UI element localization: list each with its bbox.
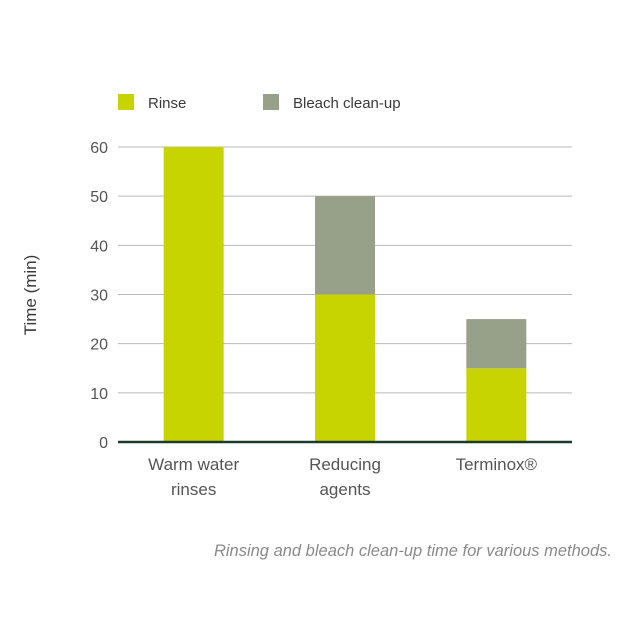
y-tick-label: 10 [90, 386, 108, 403]
x-category-label: agents [319, 480, 370, 499]
bar-rinse [466, 368, 527, 442]
y-axis-title: Time (min) [21, 255, 40, 336]
y-tick-label: 40 [90, 238, 108, 255]
bar-bleach-cleanup [466, 319, 527, 369]
legend-swatch-bleach-cleanup [263, 94, 279, 110]
legend-swatch-rinse [118, 94, 134, 110]
y-tick-label: 30 [90, 288, 108, 305]
x-category-label: Terminox® [456, 455, 538, 474]
chart-caption: Rinsing and bleach clean-up time for var… [213, 542, 612, 560]
bar-bleach-cleanup [315, 196, 375, 295]
legend-label: Rinse [148, 95, 186, 112]
x-category-label: Warm water [148, 455, 239, 474]
x-category-label: rinses [171, 480, 216, 499]
legend-label: Bleach clean-up [293, 95, 401, 112]
y-tick-label: 20 [90, 337, 108, 354]
y-tick-label: 60 [90, 140, 108, 157]
y-tick-label: 50 [90, 189, 108, 206]
bar-rinse [315, 294, 375, 442]
bar-rinse [163, 147, 224, 442]
x-category-label: Reducing [309, 455, 381, 474]
y-tick-label: 0 [99, 435, 108, 452]
